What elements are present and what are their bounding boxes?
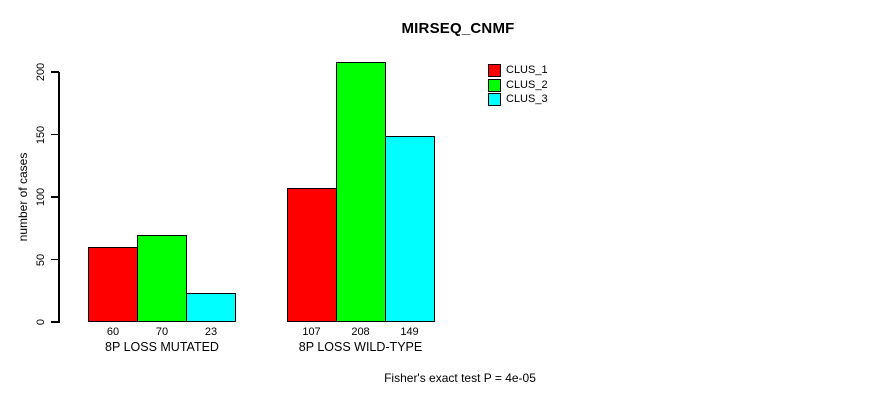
y-axis-tick <box>51 133 59 136</box>
legend-swatch-icon <box>488 78 501 92</box>
bar-clus_2-2 <box>335 62 386 322</box>
bar-clus_3-2 <box>384 135 435 322</box>
bar-value-label: 208 <box>351 326 370 338</box>
x-category-label: 8P LOSS WILD-TYPE <box>298 340 423 354</box>
legend-label: CLUS_1 <box>506 64 548 76</box>
y-axis-tick-label: 150 <box>35 125 47 144</box>
legend-item-clus_3: CLUS_3 <box>488 93 548 106</box>
x-category-label: 8P LOSS MUTATED <box>105 340 219 354</box>
y-axis-tick <box>51 71 59 73</box>
legend: CLUS_1 CLUS_2 CLUS_3 <box>488 64 548 108</box>
bar-value-label: 70 <box>155 326 169 338</box>
y-axis-tick <box>51 321 59 323</box>
legend-swatch-icon <box>488 93 501 106</box>
legend-swatch-icon <box>488 64 501 77</box>
bar-value-label: 23 <box>204 326 218 338</box>
y-axis-tick <box>51 196 59 198</box>
bar-clus_1-2 <box>286 188 337 322</box>
legend-item-clus_1: CLUS_1 <box>488 64 548 77</box>
bar-value-label: 60 <box>106 326 120 338</box>
legend-label: CLUS_3 <box>506 93 548 105</box>
y-axis-tick-label: 200 <box>35 62 47 82</box>
chart-title: MIRSEQ_CNMF <box>401 20 515 37</box>
y-axis-tick-label: 50 <box>35 253 47 266</box>
bar-value-label: 107 <box>302 326 321 338</box>
y-axis-tick-label: 100 <box>35 187 47 207</box>
statistical-test-note: Fisher's exact test P = 4e-05 <box>384 371 536 385</box>
legend-item-clus_2: CLUS_2 <box>488 78 548 92</box>
bar-clus_1-1 <box>88 247 138 322</box>
y-axis-tick-label: 0 <box>35 318 47 326</box>
legend-label: CLUS_2 <box>506 78 548 91</box>
y-axis-tick <box>51 258 59 261</box>
bar-clus_2-1 <box>137 234 187 322</box>
bar-clus_3-1 <box>186 293 236 322</box>
bar-value-label: 149 <box>400 326 419 338</box>
